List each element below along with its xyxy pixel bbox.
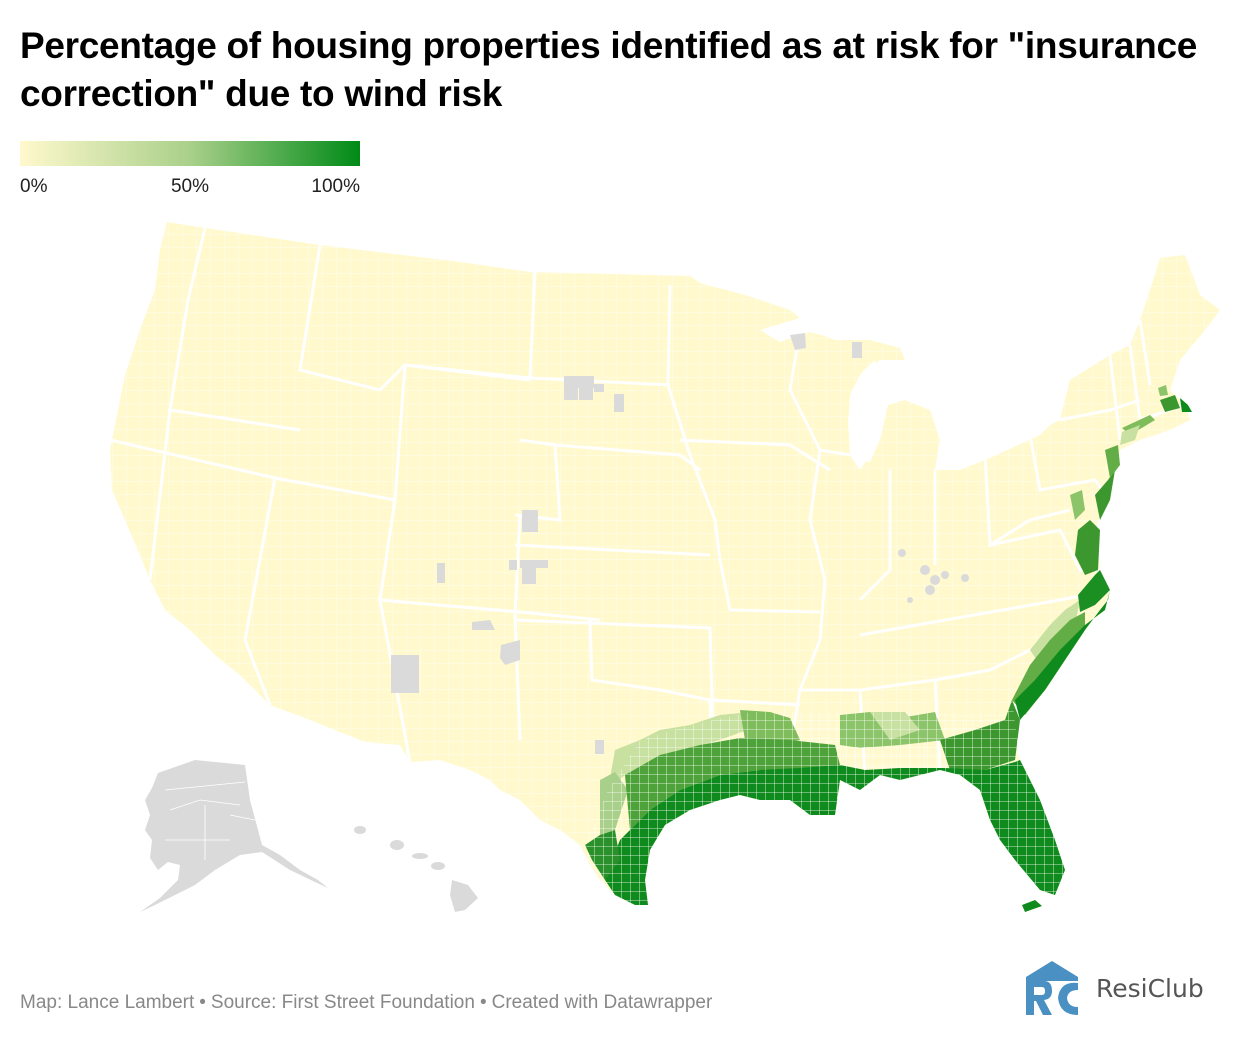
hawaii-inset <box>354 826 478 912</box>
lake-superior <box>760 308 880 342</box>
resiclub-logo-icon <box>1026 961 1078 1015</box>
legend-label-max: 100% <box>311 176 360 197</box>
byline: Map: Lance Lambert <box>20 992 195 1013</box>
alaska-inset <box>140 760 328 912</box>
color-legend: 0% 50% 100% <box>20 141 360 200</box>
legend-gradient-bar <box>20 141 360 166</box>
no-data-counties <box>391 333 969 756</box>
datawrapper-credit: Created with Datawrapper <box>491 992 713 1013</box>
attribution-footer: Map: Lance Lambert • Source: First Street … <box>20 992 713 1013</box>
source-credit: Source: First Street Foundation <box>210 992 475 1013</box>
legend-label-mid: 50% <box>170 176 210 197</box>
lakes-huron-erie <box>905 360 1060 470</box>
atlantic-coast-risk <box>1012 385 1192 720</box>
gulf-coast-risk <box>585 700 1065 912</box>
lake-michigan <box>848 360 880 470</box>
resiclub-brand: ResiClub <box>1024 959 1204 1017</box>
chart-title: Percentage of housing properties identif… <box>20 25 1198 114</box>
brand-name: ResiClub <box>1096 973 1204 1003</box>
legend-label-min: 0% <box>20 176 48 197</box>
alaska-borders <box>164 781 256 860</box>
us-county-map <box>109 222 1220 912</box>
